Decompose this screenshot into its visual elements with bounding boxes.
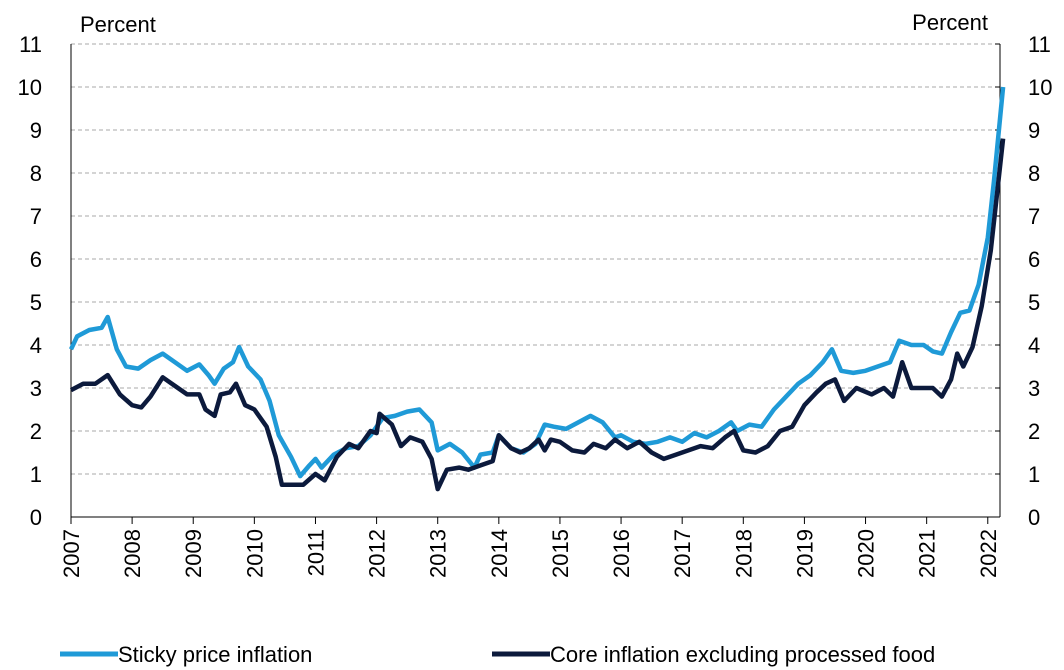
y-tick-label: 10 bbox=[18, 75, 42, 100]
series-line bbox=[68, 86, 1006, 479]
y2-tick-label: 6 bbox=[1028, 247, 1040, 272]
y-tick-label: 6 bbox=[30, 247, 42, 272]
x-tick-label: 2017 bbox=[670, 529, 695, 578]
y2-tick-label: 1 bbox=[1028, 462, 1040, 487]
y-tick-label: 11 bbox=[19, 32, 42, 57]
y-tick-label: 4 bbox=[30, 333, 42, 358]
y2-tick-label: 2 bbox=[1028, 419, 1040, 444]
y2-tick-label: 9 bbox=[1028, 118, 1040, 143]
legend-label: Sticky price inflation bbox=[118, 642, 312, 667]
y-tick-label: 1 bbox=[30, 462, 42, 487]
x-tick-label: 2014 bbox=[487, 529, 512, 578]
x-tick-label: 2012 bbox=[365, 529, 390, 578]
x-tick-label: 2015 bbox=[548, 529, 573, 578]
x-tick-label: 2013 bbox=[426, 529, 451, 578]
x-tick-label: 2022 bbox=[976, 529, 1001, 578]
y2-tick-label: 8 bbox=[1028, 161, 1040, 186]
y-tick-label: 5 bbox=[30, 290, 42, 315]
x-tick-label: 2007 bbox=[59, 529, 84, 578]
y2-tick-label: 4 bbox=[1028, 333, 1040, 358]
x-tick-label: 2010 bbox=[242, 529, 267, 578]
y-tick-label: 9 bbox=[30, 118, 42, 143]
y-tick-label: 0 bbox=[30, 505, 42, 530]
series-line bbox=[69, 138, 1006, 492]
y-axis-label: Percent bbox=[80, 12, 156, 37]
y-tick-label: 2 bbox=[30, 419, 42, 444]
y2-tick-label: 7 bbox=[1028, 204, 1040, 229]
y-tick-label: 3 bbox=[30, 376, 42, 401]
y2-tick-label: 0 bbox=[1028, 505, 1040, 530]
x-tick-label: 2020 bbox=[854, 529, 879, 578]
x-tick-label: 2019 bbox=[792, 529, 817, 578]
y2-axis-label: Percent bbox=[912, 10, 988, 35]
x-tick-label: 2009 bbox=[181, 529, 206, 578]
y2-tick-label: 3 bbox=[1028, 376, 1040, 401]
x-tick-label: 2011 bbox=[303, 529, 328, 576]
legend-label: Core inflation excluding processed food bbox=[550, 642, 935, 667]
x-tick-label: 2016 bbox=[609, 529, 634, 578]
y2-tick-label: 10 bbox=[1028, 75, 1052, 100]
x-tick-label: 2008 bbox=[120, 529, 145, 578]
y-tick-label: 8 bbox=[30, 161, 42, 186]
y2-tick-label: 5 bbox=[1028, 290, 1040, 315]
y2-tick-label: 11 bbox=[1028, 32, 1051, 57]
x-tick-label: 2021 bbox=[915, 529, 940, 578]
x-tick-label: 2018 bbox=[731, 529, 756, 578]
y-tick-label: 7 bbox=[30, 204, 42, 229]
